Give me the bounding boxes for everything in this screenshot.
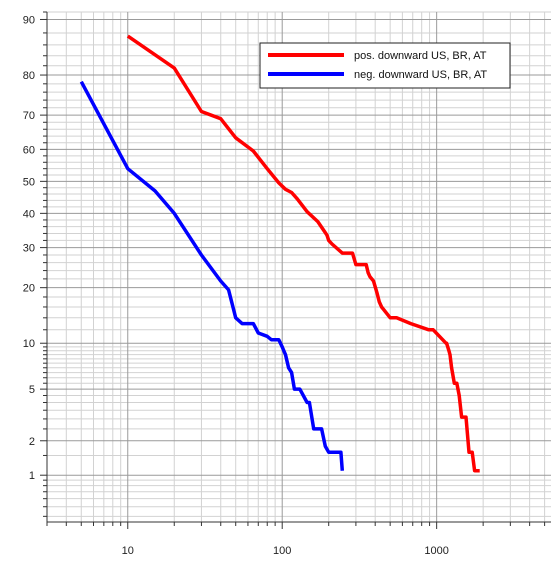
tick-labels: 90 80 70 60 50 40 30 20 10 5 2 1 10 100 1000 [23, 14, 449, 557]
series-line-pos-downward [126, 34, 480, 473]
y-tick-label: 90 [23, 14, 35, 26]
legend-label-neg-downward: neg. downward US, BR, AT [354, 69, 487, 81]
y-tick-label: 60 [23, 144, 35, 156]
y-tick-label: 80 [23, 70, 35, 82]
y-tick-label: 2 [29, 436, 35, 448]
x-tick-label: 100 [273, 545, 291, 557]
y-tick-label: 70 [23, 110, 35, 122]
y-tick-label: 50 [23, 176, 35, 188]
y-tick-label: 30 [23, 243, 35, 255]
y-tick-label: 40 [23, 208, 35, 220]
axis-ticks [40, 11, 546, 529]
legend-label-pos-downward: pos. downward US, BR, AT [354, 50, 487, 62]
axes [46, 12, 551, 523]
x-tick-label: 10 [122, 545, 134, 557]
legend: pos. downward US, BR, AT neg. downward U… [259, 42, 511, 89]
series-line-neg-downward [79, 80, 345, 471]
y-tick-label: 20 [23, 283, 35, 295]
y-tick-label: 10 [23, 338, 35, 350]
legend-box [259, 42, 511, 89]
x-tick-label: 1000 [424, 545, 448, 557]
series-layer [79, 34, 480, 473]
y-tick-label: 5 [29, 384, 35, 396]
y-tick-label: 1 [29, 470, 35, 482]
